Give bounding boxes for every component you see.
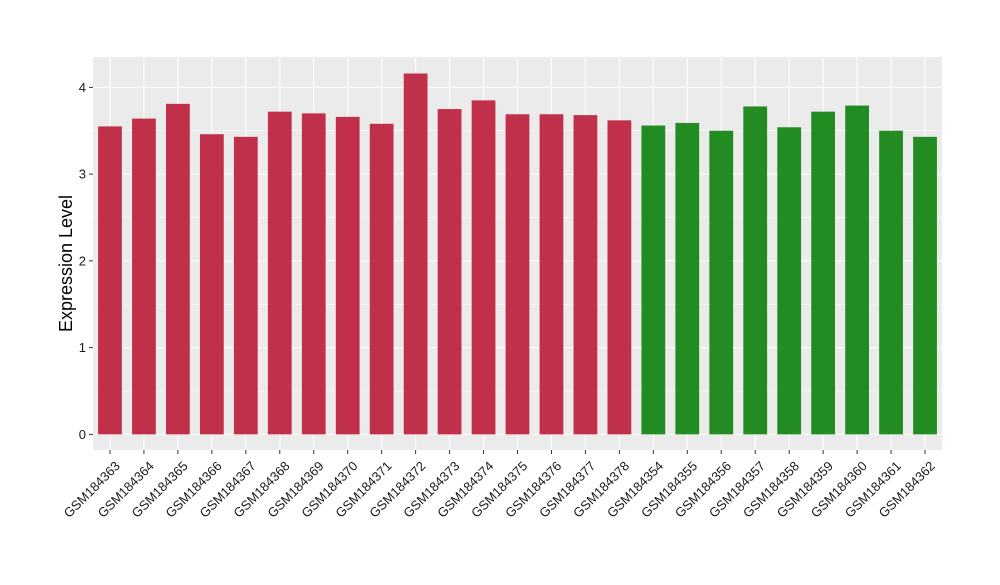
y-axis-title: Expression Level	[56, 195, 76, 332]
bars	[98, 73, 937, 435]
bar-GSM184371	[369, 123, 394, 435]
x-axis: GSM184363GSM184364GSM184365GSM184366GSM1…	[61, 450, 938, 521]
bar-GSM184369	[301, 113, 326, 435]
bar-GSM184370	[335, 116, 360, 435]
y-tick-label: 1	[79, 340, 86, 355]
bar-GSM184354	[641, 125, 666, 435]
y-tick-label: 4	[79, 80, 86, 95]
bar-GSM184357	[743, 106, 768, 435]
bar-GSM184359	[811, 111, 836, 435]
bar-GSM184374	[471, 100, 496, 435]
bar-GSM184377	[573, 115, 598, 435]
bar-GSM184372	[403, 73, 428, 435]
y-tick-label: 0	[79, 427, 86, 442]
y-axis: 0 1 2 3 4	[79, 80, 93, 442]
bar-GSM184368	[267, 111, 292, 435]
bar-GSM184375	[505, 114, 530, 435]
bar-GSM184366	[199, 134, 224, 435]
bar-GSM184364	[132, 118, 156, 435]
bar-GSM184361	[879, 130, 903, 435]
y-tick-label: 2	[79, 253, 86, 268]
bar-GSM184363	[98, 126, 122, 435]
bar-GSM184356	[709, 130, 734, 435]
bar-GSM184367	[233, 136, 258, 435]
bar-GSM184360	[845, 105, 869, 435]
bar-GSM184365	[166, 103, 190, 435]
bar-GSM184358	[777, 127, 802, 435]
bar-GSM184362	[913, 136, 937, 435]
bar-GSM184373	[437, 109, 462, 435]
y-tick-label: 3	[79, 167, 86, 182]
bar-GSM184376	[539, 114, 564, 435]
bar-GSM184378	[607, 120, 632, 435]
bar-GSM184355	[675, 122, 700, 435]
